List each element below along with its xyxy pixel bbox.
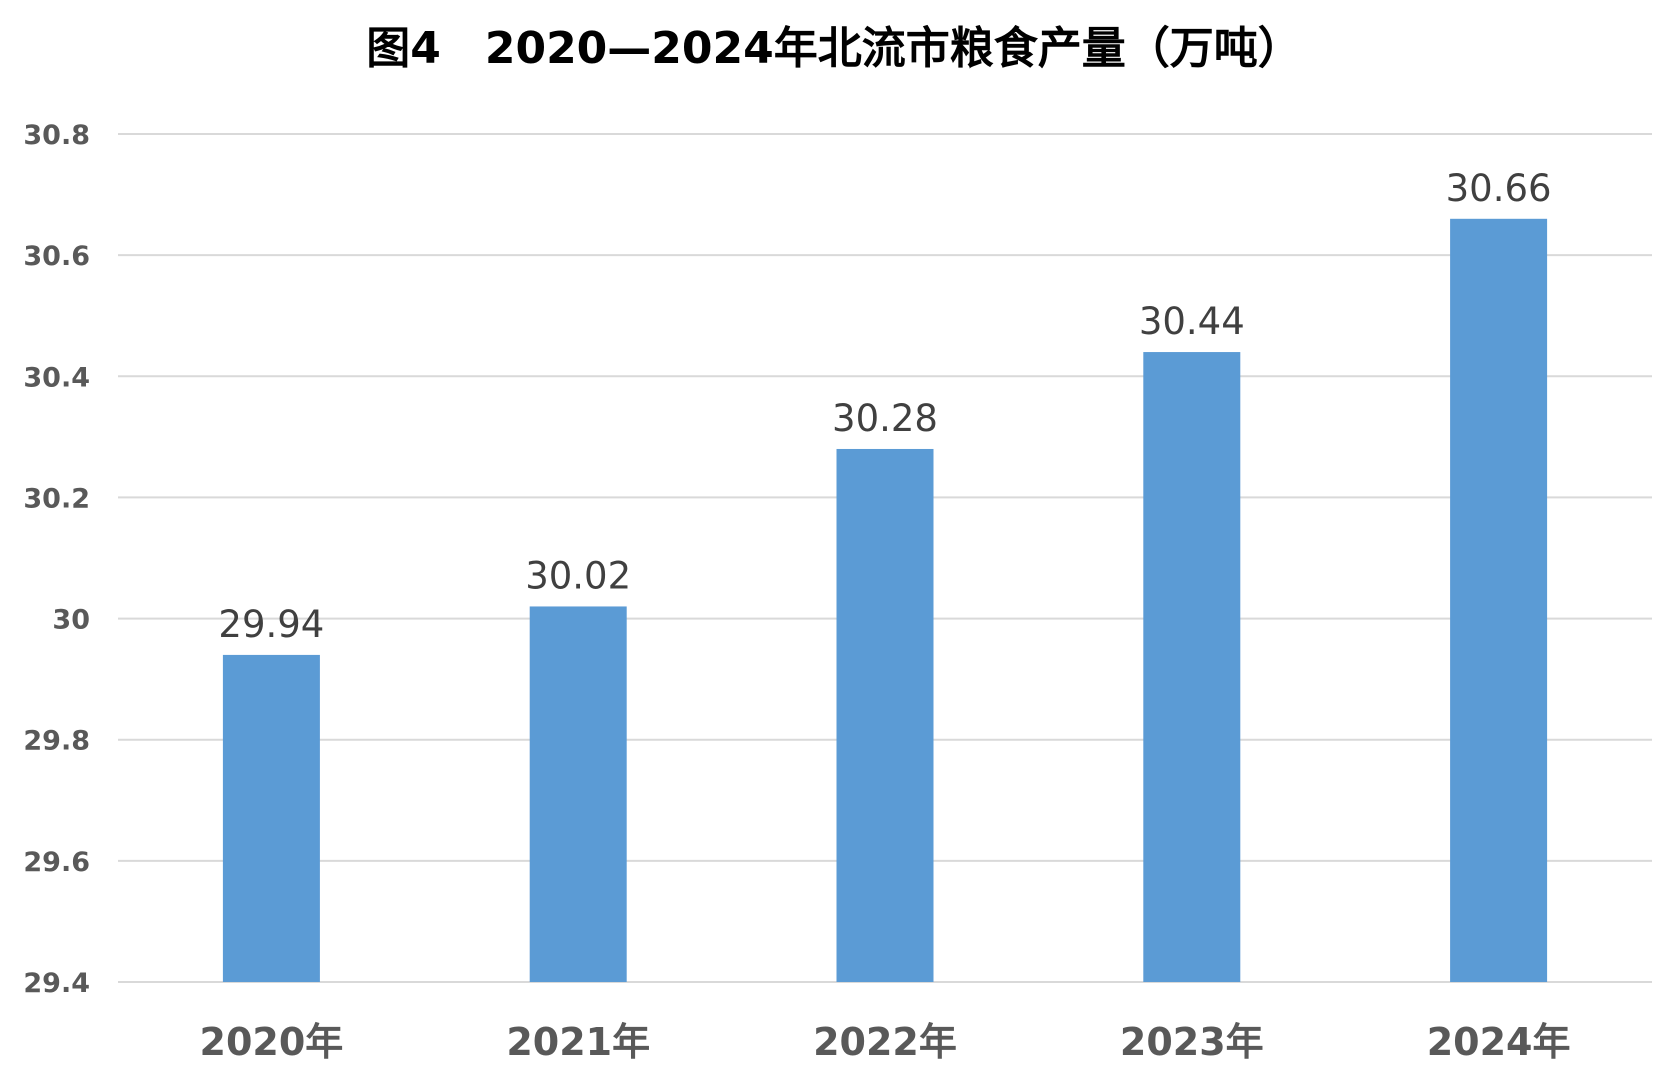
y-tick-label: 30.6 (23, 241, 90, 272)
data-label: 30.28 (832, 397, 938, 440)
data-label: 30.44 (1139, 300, 1245, 343)
y-tick-label: 30.2 (23, 483, 90, 514)
x-axis-ticks: 2020年 2021年 2022年 2023年 2024年 (200, 1020, 1571, 1064)
bar (836, 448, 934, 982)
bars (222, 218, 1548, 983)
y-tick-label: 29.6 (23, 847, 90, 878)
chart-title: 图4 2020—2024年北流市粮食产量（万吨） (366, 23, 1302, 74)
data-label: 29.94 (218, 603, 324, 646)
y-tick-label: 30.4 (23, 362, 90, 393)
bar (1143, 352, 1241, 982)
x-tick-label: 2020年 (200, 1020, 344, 1064)
x-tick-label: 2024年 (1427, 1020, 1571, 1064)
x-tick-label: 2022年 (813, 1020, 957, 1064)
bar (1450, 218, 1548, 983)
x-tick-label: 2023年 (1120, 1020, 1264, 1064)
y-tick-label: 30.8 (23, 120, 90, 151)
bar (222, 654, 320, 982)
x-tick-label: 2021年 (506, 1020, 650, 1064)
bar (529, 606, 627, 982)
data-labels: 29.94 30.02 30.28 30.44 30.66 (218, 167, 1551, 646)
data-label: 30.02 (525, 554, 631, 597)
y-tick-label: 29.4 (23, 968, 90, 999)
data-label: 30.66 (1446, 167, 1552, 210)
y-tick-label: 29.8 (23, 726, 90, 757)
y-axis-ticks: 29.4 29.6 29.8 30 30.2 30.4 30.6 30.8 (23, 120, 90, 999)
y-tick-label: 30 (52, 605, 90, 636)
